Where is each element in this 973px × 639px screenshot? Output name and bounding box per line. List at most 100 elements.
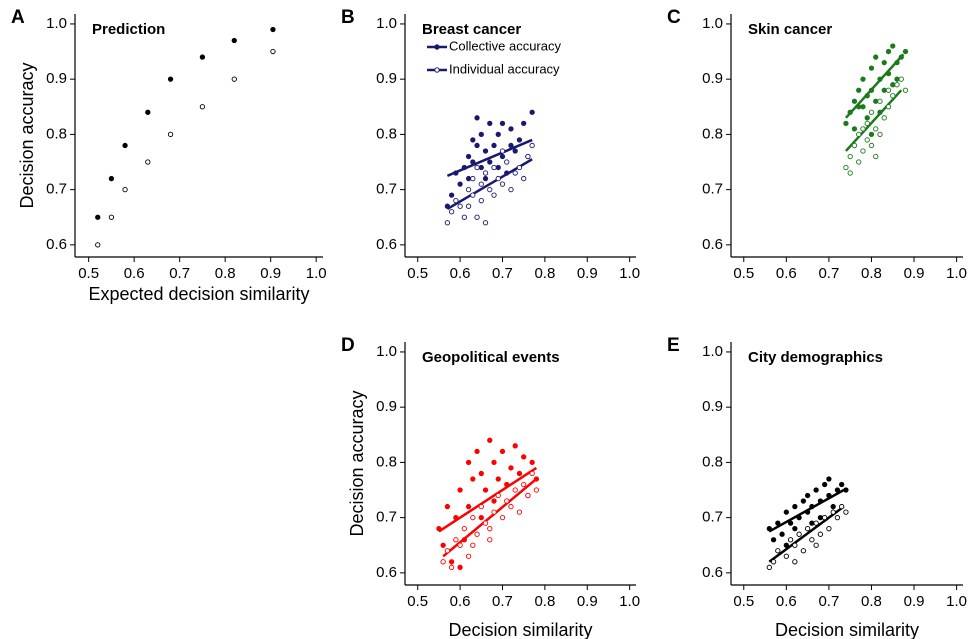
point: [521, 454, 527, 460]
point: [491, 164, 497, 171]
x-tick-label: 0.5: [407, 265, 428, 282]
point: [873, 153, 879, 160]
panel-label: E: [667, 335, 680, 356]
point: [122, 142, 128, 149]
point: [894, 59, 900, 66]
y-tick-label: 1.0: [46, 15, 67, 32]
x-tick-label: 0.5: [733, 265, 754, 282]
x-tick-label: 1.0: [946, 265, 967, 282]
point: [457, 181, 463, 187]
x-tick-label: 1.0: [619, 265, 640, 282]
y-tick-label: 1.0: [376, 15, 397, 32]
point: [890, 43, 896, 49]
point: [491, 459, 497, 466]
panel: 0.5 0.6 0.7 0.8 0.9 1.0 0.6 0.7 0.8 0.9 1.0 B Breast…: [341, 7, 640, 282]
point: [199, 104, 206, 110]
point: [766, 564, 772, 570]
x-tick-label: 0.9: [904, 593, 925, 610]
point: [495, 164, 501, 171]
point: [495, 131, 501, 138]
point: [453, 170, 459, 176]
panel-label: C: [667, 7, 681, 28]
point: [491, 509, 497, 515]
point: [508, 465, 514, 471]
point: [856, 159, 862, 165]
point: [847, 109, 853, 115]
point: [856, 87, 862, 93]
point: [529, 459, 535, 466]
y-tick-label: 0.9: [376, 70, 397, 87]
point: [465, 203, 472, 209]
point: [783, 553, 789, 559]
x-tick-label: 0.9: [904, 265, 925, 282]
point: [444, 220, 451, 226]
point: [770, 559, 777, 565]
point: [885, 70, 892, 77]
y-tick-label: 0.9: [702, 70, 723, 87]
point: [504, 159, 510, 165]
y-tick-label: 0.8: [702, 125, 723, 142]
point: [474, 164, 480, 171]
point: [474, 115, 480, 121]
point: [826, 476, 832, 482]
point: [470, 192, 476, 198]
point: [800, 498, 807, 504]
point: [461, 164, 467, 171]
point: [864, 115, 870, 121]
point: [860, 148, 866, 154]
point: [851, 142, 858, 149]
point: [864, 137, 870, 143]
point: [804, 509, 811, 515]
point: [516, 470, 523, 477]
x-tick-label: 0.5: [407, 593, 428, 610]
point: [231, 37, 237, 44]
trend-line: [446, 138, 533, 177]
x-tick-label: 0.6: [450, 593, 471, 610]
y-tick-label: 0.9: [702, 398, 723, 415]
point: [499, 153, 506, 160]
point: [499, 148, 506, 154]
point: [167, 131, 174, 138]
point: [856, 104, 862, 110]
point: [516, 509, 523, 515]
panel-title: Skin cancer: [748, 21, 832, 38]
x-tick-label: 0.6: [776, 265, 797, 282]
point: [499, 514, 506, 521]
point: [465, 503, 472, 510]
x-tick-label: 0.7: [818, 593, 839, 610]
point: [465, 459, 472, 466]
point: [898, 54, 904, 60]
point: [499, 181, 506, 187]
panel-title: Geopolitical events: [422, 349, 560, 366]
x-tick-label: 0.7: [492, 593, 513, 610]
point: [499, 448, 506, 454]
point: [453, 514, 459, 521]
point: [525, 492, 531, 499]
point: [482, 220, 489, 226]
point: [512, 487, 518, 493]
point: [478, 181, 484, 187]
legend-label: Collective accuracy: [449, 38, 561, 53]
point: [843, 164, 849, 171]
point: [877, 131, 883, 138]
point: [270, 48, 276, 55]
panel-label: D: [341, 335, 355, 356]
point: [482, 175, 489, 182]
point: [868, 65, 875, 71]
point: [521, 481, 527, 488]
point: [770, 537, 777, 543]
point: [792, 559, 798, 565]
point: [478, 164, 484, 171]
point: [766, 526, 772, 532]
legend-marker: [434, 44, 440, 50]
point: [902, 87, 909, 93]
point: [470, 514, 476, 521]
panel: 0.5 0.6 0.7 0.8 0.9 1.0 0.6 0.7 0.8 0.9 1.0 A Predic…: [11, 7, 327, 304]
point: [847, 153, 853, 160]
point: [783, 509, 789, 515]
point: [270, 26, 276, 33]
panel-title: Prediction: [92, 21, 165, 38]
point: [491, 142, 497, 149]
point: [436, 526, 442, 532]
